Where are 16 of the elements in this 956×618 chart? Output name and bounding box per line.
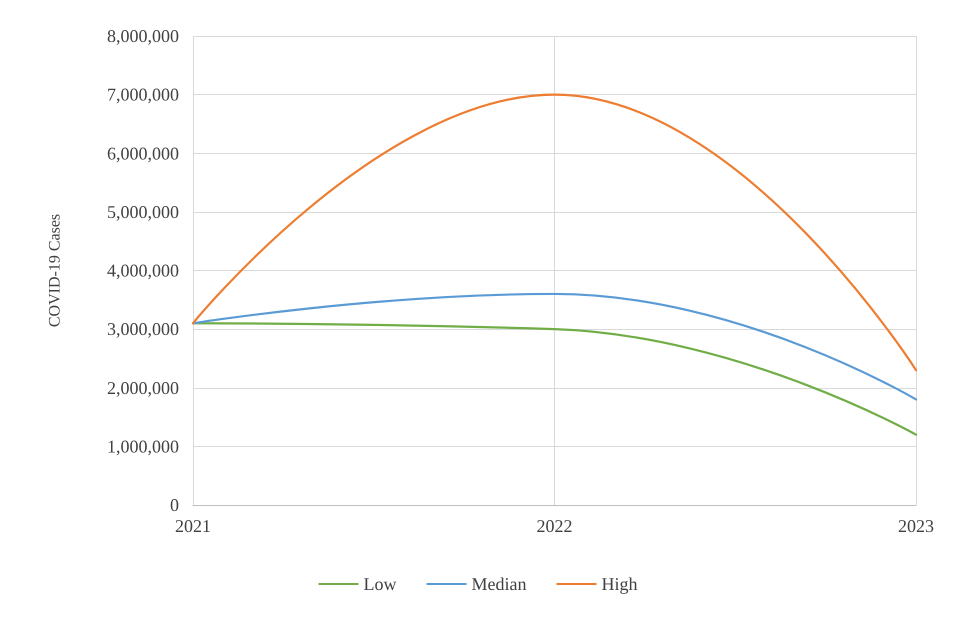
- y-tick-label: 2,000,000: [107, 378, 179, 398]
- y-tick-label: 8,000,000: [107, 26, 179, 46]
- y-tick-label: 3,000,000: [107, 319, 179, 340]
- y-tick-label: 1,000,000: [107, 436, 179, 456]
- legend-label: Low: [364, 574, 397, 594]
- legend-label: Median: [472, 574, 526, 594]
- legend-label: High: [601, 574, 638, 594]
- y-tick-label: 5,000,000: [107, 202, 179, 222]
- x-tick-label: 2023: [898, 516, 934, 536]
- x-tick-label: 2022: [536, 516, 572, 536]
- x-tick-label: 2021: [175, 516, 211, 536]
- y-axis-title: COVID-19 Cases: [46, 214, 64, 328]
- y-tick-label: 6,000,000: [107, 143, 179, 164]
- y-tick-label: 4,000,000: [107, 260, 179, 280]
- y-tick-label: 7,000,000: [107, 84, 179, 105]
- y-tick-label: 0: [170, 495, 179, 515]
